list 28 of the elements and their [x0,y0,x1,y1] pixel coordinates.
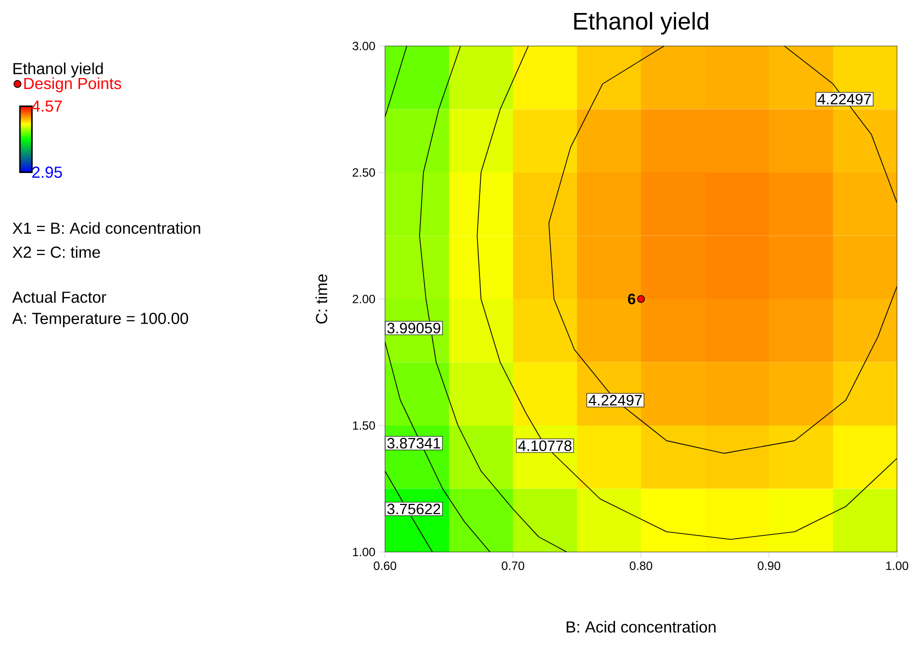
series-label: 4.22497 [588,394,642,406]
annotation: 6 [628,294,636,304]
x-axis-title: B: Acid concentration [566,620,716,633]
y-tick-label: 3.00 [352,42,375,50]
legend-label: Design Points [24,77,122,92]
x-tick-label: 0.70 [502,562,524,570]
color-bar-label: 4.57 [32,100,62,112]
y-tick-label: 1.50 [353,421,375,430]
y-tick-label: 2.00 [352,294,375,304]
series-label: 4.22497 [818,94,871,104]
color-bar-label: 2.95 [32,166,62,178]
series-label: 3.99059 [387,322,440,334]
series-label: 3.75622 [387,504,440,514]
chart-title: Ethanol yield [574,12,708,34]
y-tick-label: 2.50 [352,168,375,177]
x-tick-label: 1.00 [886,562,908,570]
x-tick-label: 0.60 [374,562,396,570]
text: A: Temperature = 100.00 [12,312,188,328]
y-axis-title: C: time [316,274,328,324]
series-label: 3.87341 [387,438,440,449]
x-tick-label: 0.80 [630,562,652,570]
x-tick-label: 0.90 [758,562,780,570]
color-bar-title: Ethanol yield [14,62,103,78]
text: Actual Factor [12,291,106,303]
y-tick-label: 1.00 [353,548,375,556]
text: X1 = B: Acid concentration [12,222,200,234]
series-label: 4.10778 [518,440,572,452]
text: X2 = C: time [12,246,100,258]
